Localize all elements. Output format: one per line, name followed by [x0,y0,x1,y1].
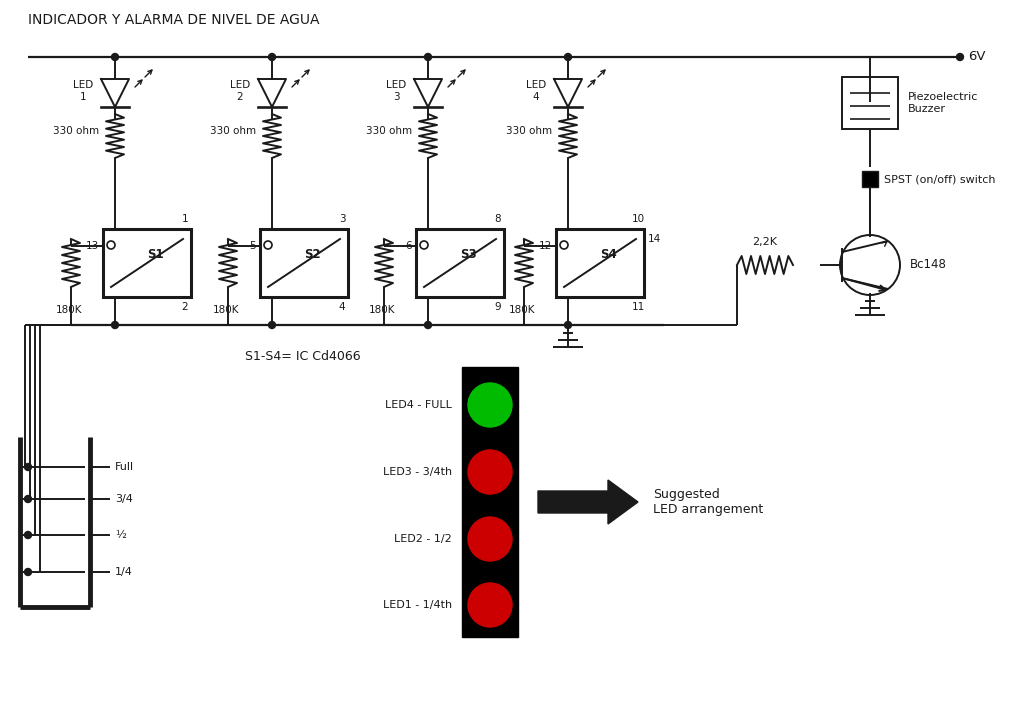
Text: 330 ohm: 330 ohm [210,126,256,136]
Text: Full: Full [115,462,134,472]
Text: Bc148: Bc148 [910,259,947,271]
Circle shape [24,464,31,470]
Text: 2,2K: 2,2K [753,237,778,247]
Bar [862,171,878,187]
Text: 8: 8 [494,214,501,224]
Text: ½: ½ [115,530,126,540]
Bar [260,229,348,297]
Circle shape [468,583,512,627]
Text: 330 ohm: 330 ohm [366,126,412,136]
Text: 14: 14 [648,234,661,244]
Circle shape [24,496,31,502]
Circle shape [468,450,512,494]
Bar [462,367,518,637]
Circle shape [268,321,276,329]
Text: LED
2: LED 2 [230,80,250,102]
Text: 180K: 180K [213,305,239,315]
Circle shape [468,517,512,561]
Text: 1/4: 1/4 [115,567,133,577]
Text: 2: 2 [181,302,188,312]
Circle shape [564,321,571,329]
Text: 13: 13 [86,241,99,251]
Text: LED
4: LED 4 [526,80,546,102]
Text: 330 ohm: 330 ohm [505,126,552,136]
FancyArrow shape [538,480,638,524]
Text: 6V: 6V [968,50,986,63]
Bar [103,229,191,297]
Circle shape [424,321,432,329]
Text: 180K: 180K [56,305,82,315]
Text: LED4 - FULL: LED4 - FULL [385,400,452,410]
Text: LED1 - 1/4th: LED1 - 1/4th [383,600,452,610]
Text: LED
1: LED 1 [73,80,93,102]
Text: 12: 12 [539,241,552,251]
Circle shape [424,54,432,60]
Text: 1: 1 [181,214,188,224]
Text: 6: 6 [405,241,412,251]
Bar [842,77,898,129]
Circle shape [268,54,276,60]
Text: S1: S1 [148,249,164,261]
Circle shape [564,54,571,60]
Text: 330 ohm: 330 ohm [53,126,99,136]
Circle shape [24,569,31,576]
Text: S4: S4 [601,249,617,261]
Text: Piezoelectric
Buzzer: Piezoelectric Buzzer [908,92,979,114]
Circle shape [111,54,119,60]
Bar [556,229,644,297]
Text: 180K: 180K [369,305,395,315]
Circle shape [956,54,963,60]
Text: 3/4: 3/4 [115,494,133,504]
Text: LED3 - 3/4th: LED3 - 3/4th [383,467,452,477]
Text: SPST (on/off) switch: SPST (on/off) switch [884,174,996,184]
Text: Suggested
LED arrangement: Suggested LED arrangement [653,488,763,516]
Text: S1-S4= IC Cd4066: S1-S4= IC Cd4066 [245,350,361,364]
Circle shape [24,531,31,539]
Text: LED2 - 1/2: LED2 - 1/2 [394,534,452,544]
Text: 3: 3 [338,214,345,224]
Text: 9: 9 [494,302,501,312]
Text: S2: S2 [305,249,321,261]
Circle shape [111,321,119,329]
Text: 11: 11 [631,302,644,312]
Text: S3: S3 [461,249,477,261]
Circle shape [468,383,512,427]
Text: LED
3: LED 3 [386,80,406,102]
Text: 10: 10 [631,214,644,224]
Text: INDICADOR Y ALARMA DE NIVEL DE AGUA: INDICADOR Y ALARMA DE NIVEL DE AGUA [28,13,319,27]
Text: 180K: 180K [509,305,535,315]
Bar [416,229,504,297]
Text: 4: 4 [338,302,345,312]
Text: 5: 5 [249,241,256,251]
